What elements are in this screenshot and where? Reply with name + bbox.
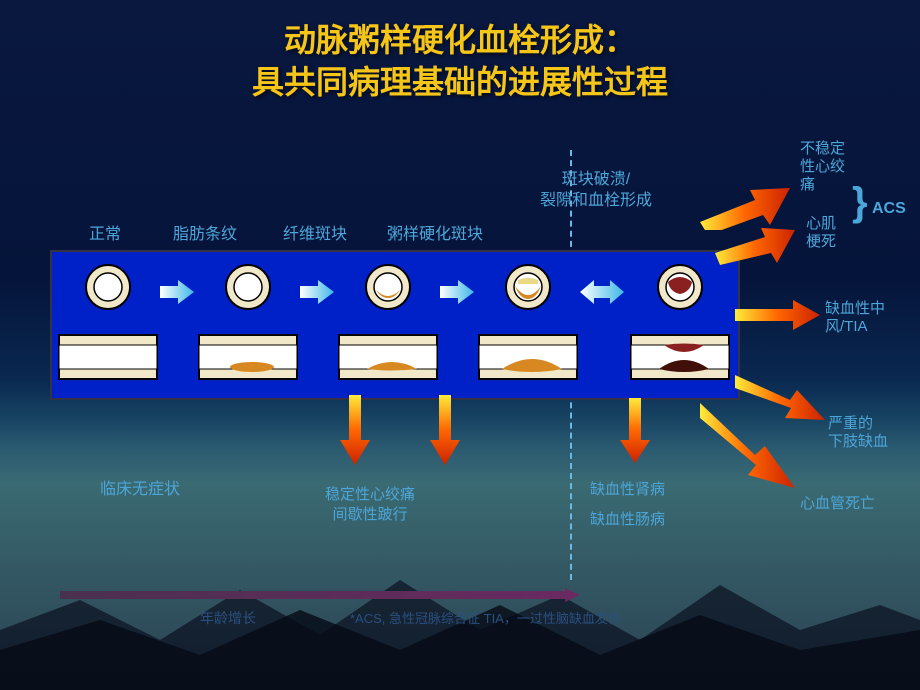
stage-athero (472, 252, 584, 398)
longitudinal-fibrous (337, 327, 439, 387)
arrow-bidirectional (580, 280, 624, 304)
rupture-label: 斑块破溃/ 裂隙和血栓形成 (540, 170, 652, 212)
arrow-cv-death (700, 400, 800, 490)
stage-fatty-label: 脂肪条纹 (150, 220, 260, 244)
outcome-renal: 缺血性肾病 (590, 480, 665, 500)
acs-brace-icon: } (852, 180, 868, 225)
arrow-progress-3 (440, 280, 474, 304)
stage-fatty (192, 252, 304, 398)
cross-section-normal (83, 262, 133, 312)
outcome-cv-death: 心血管死亡 (800, 495, 875, 513)
cross-section-athero (503, 262, 553, 312)
outcome-unstable-angina: 不稳定 性心绞 痛 (800, 140, 845, 194)
arrow-stroke (735, 300, 820, 330)
cross-section-fibrous (363, 262, 413, 312)
cross-section-fatty (223, 262, 273, 312)
arrow-progress-1 (160, 280, 194, 304)
stage-athero-label: 粥样硬化斑块 (370, 220, 500, 244)
acs-label: ACS (872, 200, 906, 218)
cross-section-thrombus (655, 262, 705, 312)
outcome-mi: 心肌 梗死 (806, 215, 836, 251)
stage-fibrous (332, 252, 444, 398)
arrow-unstable-angina (700, 180, 790, 230)
title-line-2: 具共同病理基础的进展性过程 (0, 62, 920, 104)
outcome-bowel: 缺血性肠病 (590, 510, 665, 530)
longitudinal-thrombus (629, 327, 731, 387)
longitudinal-normal (57, 327, 159, 387)
clinical-silent-label: 临床无症状 (100, 475, 180, 499)
title-line-1: 动脉粥样硬化血栓形成： (0, 20, 920, 62)
arrow-mi (715, 225, 795, 265)
age-label: 年龄增长 (200, 608, 256, 628)
artery-strip (50, 250, 740, 400)
outcome-stroke: 缺血性中 风/TIA (825, 300, 885, 336)
arrow-progress-2 (300, 280, 334, 304)
arrow-stable-2 (430, 395, 460, 465)
arrow-stable-1 (340, 395, 370, 465)
longitudinal-fatty (197, 327, 299, 387)
footnote: *ACS, 急性冠脉综合征 TIA，一过性脑缺血发作 (350, 608, 621, 627)
age-progress-arrow (60, 588, 580, 602)
stable-angina-label: 稳定性心绞痛 间歇性跛行 (325, 485, 415, 524)
longitudinal-athero (477, 327, 579, 387)
arrow-renal (620, 398, 650, 463)
stage-normal (52, 252, 164, 398)
outcome-limb: 严重的 下肢缺血 (828, 415, 888, 451)
stage-thrombus (624, 252, 736, 398)
stage-fibrous-label: 纤维斑块 (260, 220, 370, 244)
slide-title: 动脉粥样硬化血栓形成： 具共同病理基础的进展性过程 (0, 20, 920, 103)
stage-labels-row: 正常 脂肪条纹 纤维斑块 粥样硬化斑块 (60, 220, 500, 244)
stage-normal-label: 正常 (60, 220, 150, 244)
